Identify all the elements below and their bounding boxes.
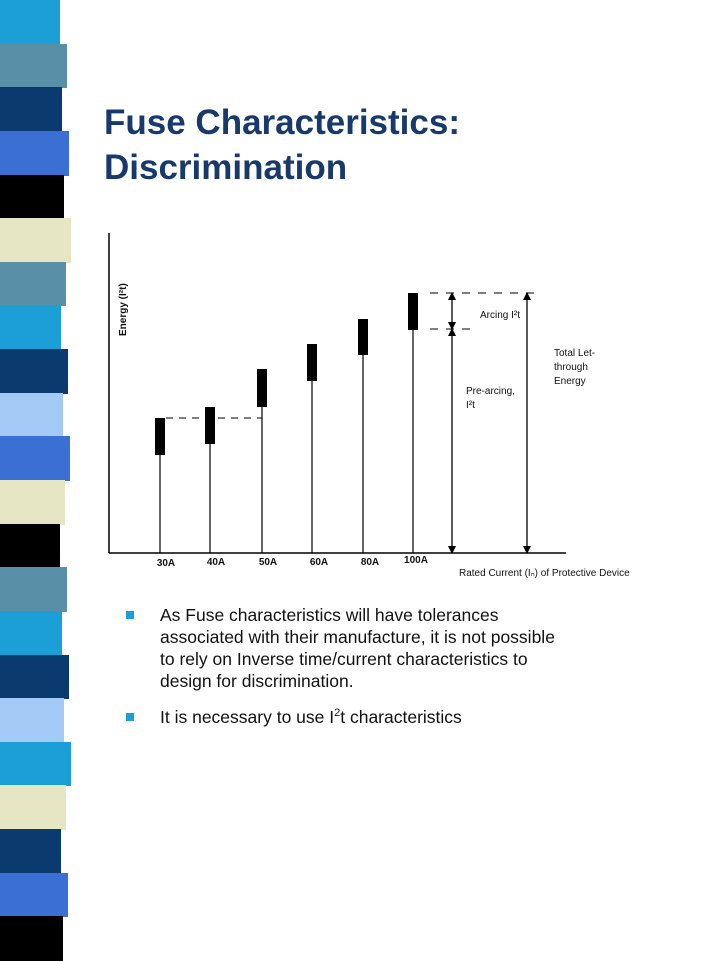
stripe-segment xyxy=(0,43,67,89)
stripe-segment xyxy=(0,0,60,45)
stripe-segment xyxy=(0,305,61,351)
bullet-item: As Fuse characteristics will have tolera… xyxy=(124,604,564,692)
fuse-marker-60a xyxy=(307,344,317,553)
rating-label: 30A xyxy=(157,558,175,569)
stripe-segment xyxy=(0,523,60,569)
decorative-stripe xyxy=(0,0,80,961)
title-line-2: Discrimination xyxy=(104,148,348,187)
stripe-segment xyxy=(0,872,68,918)
rating-label: 100A xyxy=(404,555,428,566)
stripe-segment xyxy=(0,130,69,176)
square-bullet-icon xyxy=(126,713,134,721)
bullet-text-post: t characteristics xyxy=(340,707,462,727)
pre-arcing-label-line-2: I²t xyxy=(466,400,475,411)
slide-title: Fuse Characteristics: Discrimination xyxy=(104,100,664,190)
stripe-segment xyxy=(0,349,68,394)
stripe-segment xyxy=(0,785,66,831)
stripe-segment xyxy=(0,567,67,612)
pre-arcing-label-line-1: Pre-arcing, xyxy=(466,386,515,397)
fuse-marker-80a xyxy=(358,319,368,553)
stripe-segment xyxy=(0,829,61,874)
bullet-item: It is necessary to use I2t characteristi… xyxy=(124,706,564,728)
stripe-segment xyxy=(0,261,66,307)
rating-label: 60A xyxy=(310,557,328,568)
rating-label: 50A xyxy=(259,557,277,568)
bullet-text-superscript: 2 xyxy=(334,707,341,720)
fuse-marker-50a xyxy=(257,369,267,553)
stripe-segment xyxy=(0,218,71,263)
stripe-segment xyxy=(0,174,64,220)
fuse-marker-40a xyxy=(205,407,215,553)
x-axis-label: Rated Current (Iₙ) of Protective Device xyxy=(459,568,630,579)
bullet-list: As Fuse characteristics will have tolera… xyxy=(124,604,564,742)
arcing-label: Arcing I²t xyxy=(480,310,520,321)
y-axis-label: Energy (I²t) xyxy=(118,283,129,336)
stripe-segment xyxy=(0,610,62,656)
rating-label: 80A xyxy=(361,557,379,568)
stripe-segment xyxy=(0,392,63,438)
square-bullet-icon xyxy=(126,611,134,619)
stripe-segment xyxy=(0,741,71,787)
stripe-segment xyxy=(0,87,62,132)
stripe-segment xyxy=(0,916,63,961)
total-label-line-2: through xyxy=(554,362,588,373)
fuse-marker-100a xyxy=(408,293,418,553)
fuse-marker-30a xyxy=(155,418,165,553)
stripe-segment xyxy=(0,480,65,525)
bullet-text-pre: It is necessary to use I xyxy=(160,707,335,727)
title-line-1: Fuse Characteristics: xyxy=(104,103,460,142)
stripe-segment xyxy=(0,654,69,700)
stripe-segment xyxy=(0,436,70,481)
bullet-text: As Fuse characteristics will have tolera… xyxy=(160,605,555,691)
stripe-segment xyxy=(0,698,64,743)
total-label-line-1: Total Let- xyxy=(554,348,595,359)
rating-label: 40A xyxy=(207,557,225,568)
total-label-line-3: Energy xyxy=(554,376,586,387)
